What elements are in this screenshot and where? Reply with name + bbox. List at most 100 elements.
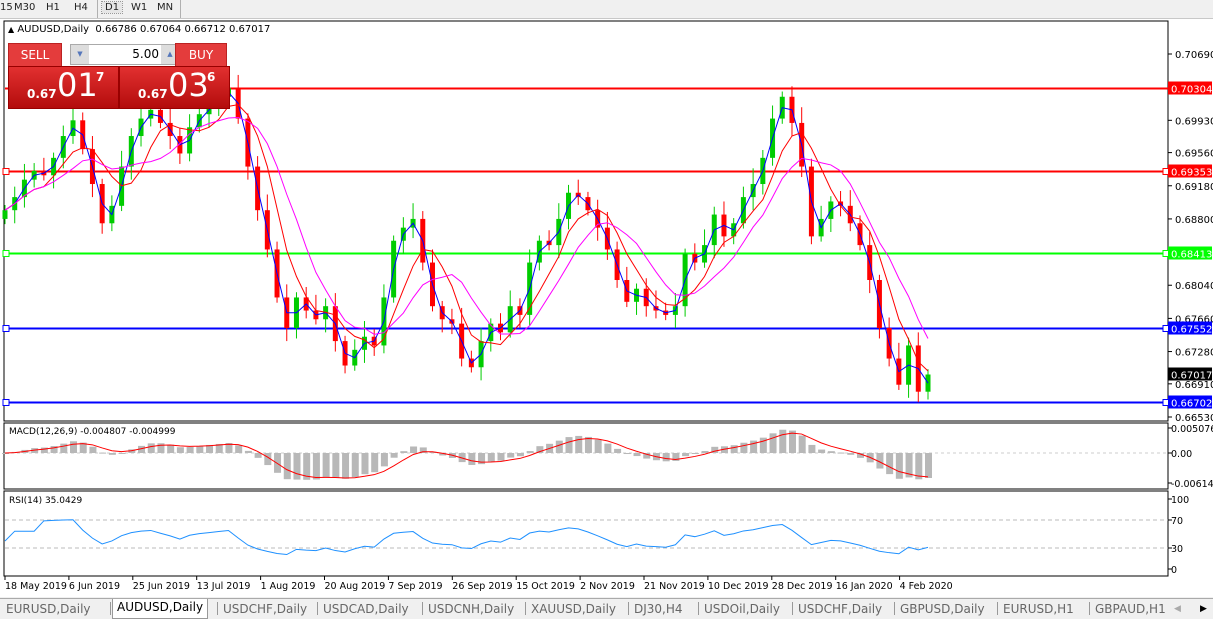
- macd-histogram-bar: [312, 453, 320, 480]
- macd-histogram-bar: [419, 447, 427, 453]
- lot-size-stepper[interactable]: ▼ 5.00 ▲: [70, 44, 180, 65]
- price-label-box: [1168, 321, 1212, 335]
- sell-button[interactable]: SELL: [8, 43, 62, 67]
- timeframe-w1[interactable]: W1: [131, 2, 148, 13]
- sell-price[interactable]: 0.67 01 7: [8, 66, 119, 109]
- tab-usdcad-daily[interactable]: USDCAD,Daily: [323, 602, 409, 616]
- timeframe-15[interactable]: 15: [0, 2, 13, 13]
- macd-histogram-bar: [837, 452, 845, 454]
- macd-histogram-bar: [730, 445, 738, 453]
- tab-usdchf-daily[interactable]: USDCHF,Daily: [798, 602, 883, 616]
- buy-price-pips: 03: [168, 66, 209, 104]
- date-label: 16 Jan 2020: [836, 581, 893, 592]
- macd-histogram-bar: [555, 440, 563, 453]
- timeframe-d1[interactable]: D1: [100, 1, 124, 14]
- price-tick-label: 0.66530: [1175, 413, 1213, 424]
- toolbar-separator: [180, 0, 181, 18]
- toolbar-separator: [97, 0, 98, 18]
- tab-usdcnh-daily[interactable]: USDCNH,Daily: [428, 602, 515, 616]
- macd-histogram-bar: [711, 446, 719, 453]
- price-tick-label: 0.68800: [1175, 215, 1213, 226]
- macd-histogram-bar: [662, 453, 670, 462]
- macd-histogram-bar: [400, 451, 408, 453]
- date-label: 28 Dec 2019: [772, 581, 833, 592]
- tab-separator: [894, 602, 895, 615]
- macd-panel-frame: [3, 422, 1169, 490]
- macd-histogram-bar: [584, 436, 592, 453]
- macd-histogram-bar: [332, 453, 340, 478]
- macd-histogram-bar: [361, 453, 369, 475]
- rsi-line: [4, 519, 929, 556]
- macd-histogram-bar: [701, 450, 709, 453]
- macd-histogram-bar: [176, 447, 184, 453]
- tab-separator: [698, 602, 699, 615]
- timeframe-h1[interactable]: H1: [46, 2, 60, 13]
- macd-histogram-bar: [99, 452, 107, 454]
- macd-histogram-bar: [623, 453, 631, 455]
- macd-histogram-bar: [274, 453, 282, 473]
- tab-eurusd-daily[interactable]: EURUSD,Daily: [6, 602, 91, 616]
- macd-histogram-bar: [847, 453, 855, 455]
- macd-histogram-bar: [40, 447, 48, 453]
- tab-dj30-h4[interactable]: DJ30,H4: [634, 602, 683, 616]
- macd-histogram-bar: [536, 446, 544, 453]
- increase-lot-icon[interactable]: ▲: [161, 45, 179, 64]
- macd-histogram-bar: [740, 442, 748, 453]
- date-label: 15 Oct 2019: [516, 581, 575, 592]
- date-label: 6 Jun 2019: [69, 581, 120, 592]
- date-label: 13 Jul 2019: [197, 581, 251, 592]
- price-tick-label: 0.69560: [1175, 149, 1213, 160]
- tab-gbpaud-h1[interactable]: GBPAUD,H1: [1095, 602, 1166, 616]
- macd-histogram-bar: [79, 442, 87, 453]
- timeframe-h4[interactable]: H4: [74, 2, 88, 13]
- line-handle[interactable]: [2, 399, 10, 406]
- collapse-triangle-icon[interactable]: ▲: [8, 25, 15, 34]
- decrease-lot-icon[interactable]: ▼: [71, 45, 89, 64]
- macd-histogram-bar: [147, 443, 155, 453]
- buy-price[interactable]: 0.67 03 6: [119, 66, 230, 109]
- scroll-tabs-right-icon[interactable]: ▶: [1200, 604, 1207, 614]
- price-label-box: [1168, 164, 1212, 178]
- timeframe-m30[interactable]: M30: [14, 2, 36, 13]
- macd-histogram-bar: [439, 453, 447, 456]
- buy-button[interactable]: BUY: [175, 43, 227, 67]
- timeframe-mn[interactable]: MN: [157, 2, 174, 13]
- macd-histogram-bar: [925, 453, 932, 479]
- tab-eurusd-h1[interactable]: EURUSD,H1: [1003, 602, 1074, 616]
- date-label: 25 Jun 2019: [133, 581, 190, 592]
- macd-histogram-bar: [507, 453, 515, 458]
- macd-histogram-bar: [516, 453, 524, 457]
- macd-histogram-bar: [89, 446, 97, 453]
- tab-xauusd-daily[interactable]: XAUUSD,Daily: [531, 602, 617, 616]
- line-handle[interactable]: [2, 250, 10, 257]
- scroll-tabs-left-icon[interactable]: ◀: [1174, 604, 1181, 614]
- price-label-box: [1168, 395, 1212, 409]
- tab-usdchf-daily[interactable]: USDCHF,Daily: [223, 602, 308, 616]
- sell-price-pips: 01: [57, 66, 98, 104]
- chart-title: ▲ AUDUSD,Daily 0.66786 0.67064 0.66712 0…: [8, 24, 270, 35]
- macd-histogram-bar: [60, 443, 68, 453]
- macd-histogram-bar: [691, 453, 699, 454]
- macd-histogram-bar: [827, 451, 835, 453]
- tab-gbpusd-daily[interactable]: GBPUSD,Daily: [900, 602, 985, 616]
- macd-histogram-bar: [808, 444, 816, 453]
- line-handle[interactable]: [2, 168, 10, 175]
- price-label: 0.70304: [1171, 85, 1212, 96]
- buy-price-fraction: 6: [207, 70, 216, 84]
- macd-histogram-bar: [206, 444, 214, 453]
- macd-histogram-bar: [798, 435, 806, 453]
- date-label: 20 Aug 2019: [325, 581, 386, 592]
- macd-histogram-bar: [293, 453, 301, 480]
- tab-usdoil-daily[interactable]: USDOil,Daily: [704, 602, 780, 616]
- date-label: 26 Sep 2019: [452, 581, 512, 592]
- tab-audusd-daily[interactable]: AUDUSD,Daily: [112, 599, 209, 619]
- rsi-tick-label: 70: [1171, 516, 1183, 527]
- price-tick-label: 0.70690: [1175, 50, 1213, 61]
- macd-histogram-bar: [380, 453, 388, 467]
- current-price-label: 0.67017: [1171, 371, 1212, 382]
- line-handle[interactable]: [2, 325, 10, 332]
- tab-separator: [525, 602, 526, 615]
- macd-histogram-bar: [886, 453, 894, 475]
- lot-size-input[interactable]: 5.00: [132, 47, 159, 61]
- date-label: 10 Dec 2019: [708, 581, 769, 592]
